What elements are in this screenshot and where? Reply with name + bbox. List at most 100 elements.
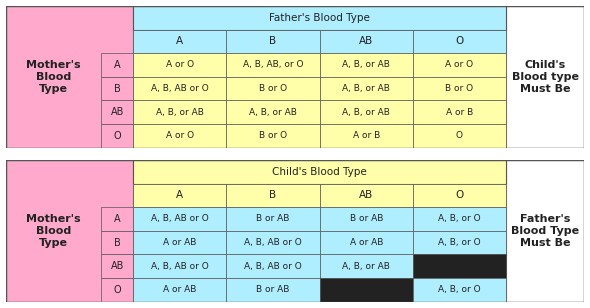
Bar	[413, 53, 506, 77]
Text: B or O: B or O	[259, 132, 287, 140]
Text: A, B, AB, or O: A, B, AB, or O	[242, 60, 303, 69]
Bar	[101, 231, 133, 254]
Text: AB: AB	[359, 36, 373, 46]
Text: O: O	[455, 36, 464, 46]
Bar	[320, 77, 413, 100]
Text: AB: AB	[110, 107, 124, 117]
Bar	[101, 278, 133, 302]
Bar	[320, 207, 413, 231]
Bar	[320, 100, 413, 124]
Text: O: O	[113, 285, 121, 295]
Bar	[227, 278, 320, 302]
Bar	[320, 124, 413, 148]
Text: O: O	[455, 190, 464, 200]
Text: B or AB: B or AB	[256, 286, 290, 294]
Bar	[320, 30, 413, 53]
Text: Father's
Blood Type
Must Be: Father's Blood Type Must Be	[511, 214, 579, 248]
Bar	[506, 6, 584, 148]
Bar	[320, 278, 413, 302]
Bar	[133, 124, 227, 148]
Text: A, B, or O: A, B, or O	[438, 286, 481, 294]
Text: AB: AB	[110, 261, 124, 271]
Text: O: O	[456, 132, 463, 140]
Text: A: A	[176, 36, 183, 46]
Text: Child's
Blood type
Must Be: Child's Blood type Must Be	[512, 60, 579, 94]
Text: A, B, AB or O: A, B, AB or O	[244, 262, 302, 271]
Bar	[320, 53, 413, 77]
Bar	[133, 160, 506, 184]
Text: A, B, AB or O: A, B, AB or O	[151, 262, 209, 271]
Text: A or AB: A or AB	[163, 238, 196, 247]
Text: A or O: A or O	[166, 60, 194, 69]
Bar	[101, 53, 133, 77]
Text: A, B, or AB: A, B, or AB	[342, 262, 390, 271]
Bar	[320, 254, 413, 278]
Bar	[133, 254, 227, 278]
Text: B or O: B or O	[259, 84, 287, 93]
Bar	[101, 100, 133, 124]
Bar	[413, 100, 506, 124]
Text: A, B, AB or O: A, B, AB or O	[151, 84, 209, 93]
Text: A or O: A or O	[166, 132, 194, 140]
Bar	[227, 254, 320, 278]
Bar	[413, 30, 506, 53]
Text: A or AB: A or AB	[163, 286, 196, 294]
Text: A, B, or O: A, B, or O	[438, 238, 481, 247]
Bar	[133, 30, 227, 53]
Bar	[133, 77, 227, 100]
Bar	[133, 184, 227, 207]
Text: B or O: B or O	[445, 84, 474, 93]
Bar	[133, 231, 227, 254]
Bar	[413, 207, 506, 231]
Bar	[133, 100, 227, 124]
Bar	[413, 124, 506, 148]
Bar	[101, 207, 133, 231]
Bar	[227, 100, 320, 124]
Text: B: B	[114, 83, 120, 94]
Text: O: O	[113, 131, 121, 141]
Text: AB: AB	[359, 190, 373, 200]
Text: A, B, or AB: A, B, or AB	[342, 108, 390, 117]
Bar	[320, 231, 413, 254]
Text: B: B	[114, 237, 120, 248]
Text: A, B, or AB: A, B, or AB	[249, 108, 297, 117]
Text: A: A	[114, 214, 120, 224]
Text: B or AB: B or AB	[256, 214, 290, 223]
Text: Father's Blood Type: Father's Blood Type	[269, 13, 370, 23]
Bar	[133, 207, 227, 231]
Text: B: B	[270, 36, 277, 46]
Text: B or AB: B or AB	[349, 214, 383, 223]
Text: A or B: A or B	[446, 108, 473, 117]
Bar	[227, 231, 320, 254]
Bar	[101, 254, 133, 278]
Text: A or AB: A or AB	[349, 238, 383, 247]
Bar	[101, 77, 133, 100]
Bar	[227, 30, 320, 53]
Text: A, B, or O: A, B, or O	[438, 214, 481, 223]
Bar	[413, 231, 506, 254]
Bar	[413, 77, 506, 100]
Bar	[227, 207, 320, 231]
Bar	[6, 6, 133, 148]
Text: A, B, or AB: A, B, or AB	[342, 84, 390, 93]
Text: A: A	[114, 60, 120, 70]
Text: A or B: A or B	[353, 132, 380, 140]
Bar	[413, 278, 506, 302]
Bar	[320, 184, 413, 207]
Bar	[506, 160, 584, 302]
Text: A, B, or AB: A, B, or AB	[342, 60, 390, 69]
Bar	[101, 124, 133, 148]
Bar	[227, 77, 320, 100]
Text: Child's Blood Type: Child's Blood Type	[272, 167, 367, 177]
Text: Mother's
Blood
Type: Mother's Blood Type	[27, 60, 81, 94]
Bar	[133, 6, 506, 30]
Text: A or O: A or O	[445, 60, 474, 69]
Bar	[227, 53, 320, 77]
Bar	[413, 184, 506, 207]
Bar	[133, 278, 227, 302]
Bar	[6, 160, 133, 302]
Bar	[133, 53, 227, 77]
Text: A: A	[176, 190, 183, 200]
Text: Mother's
Blood
Type: Mother's Blood Type	[27, 214, 81, 248]
Bar	[227, 184, 320, 207]
